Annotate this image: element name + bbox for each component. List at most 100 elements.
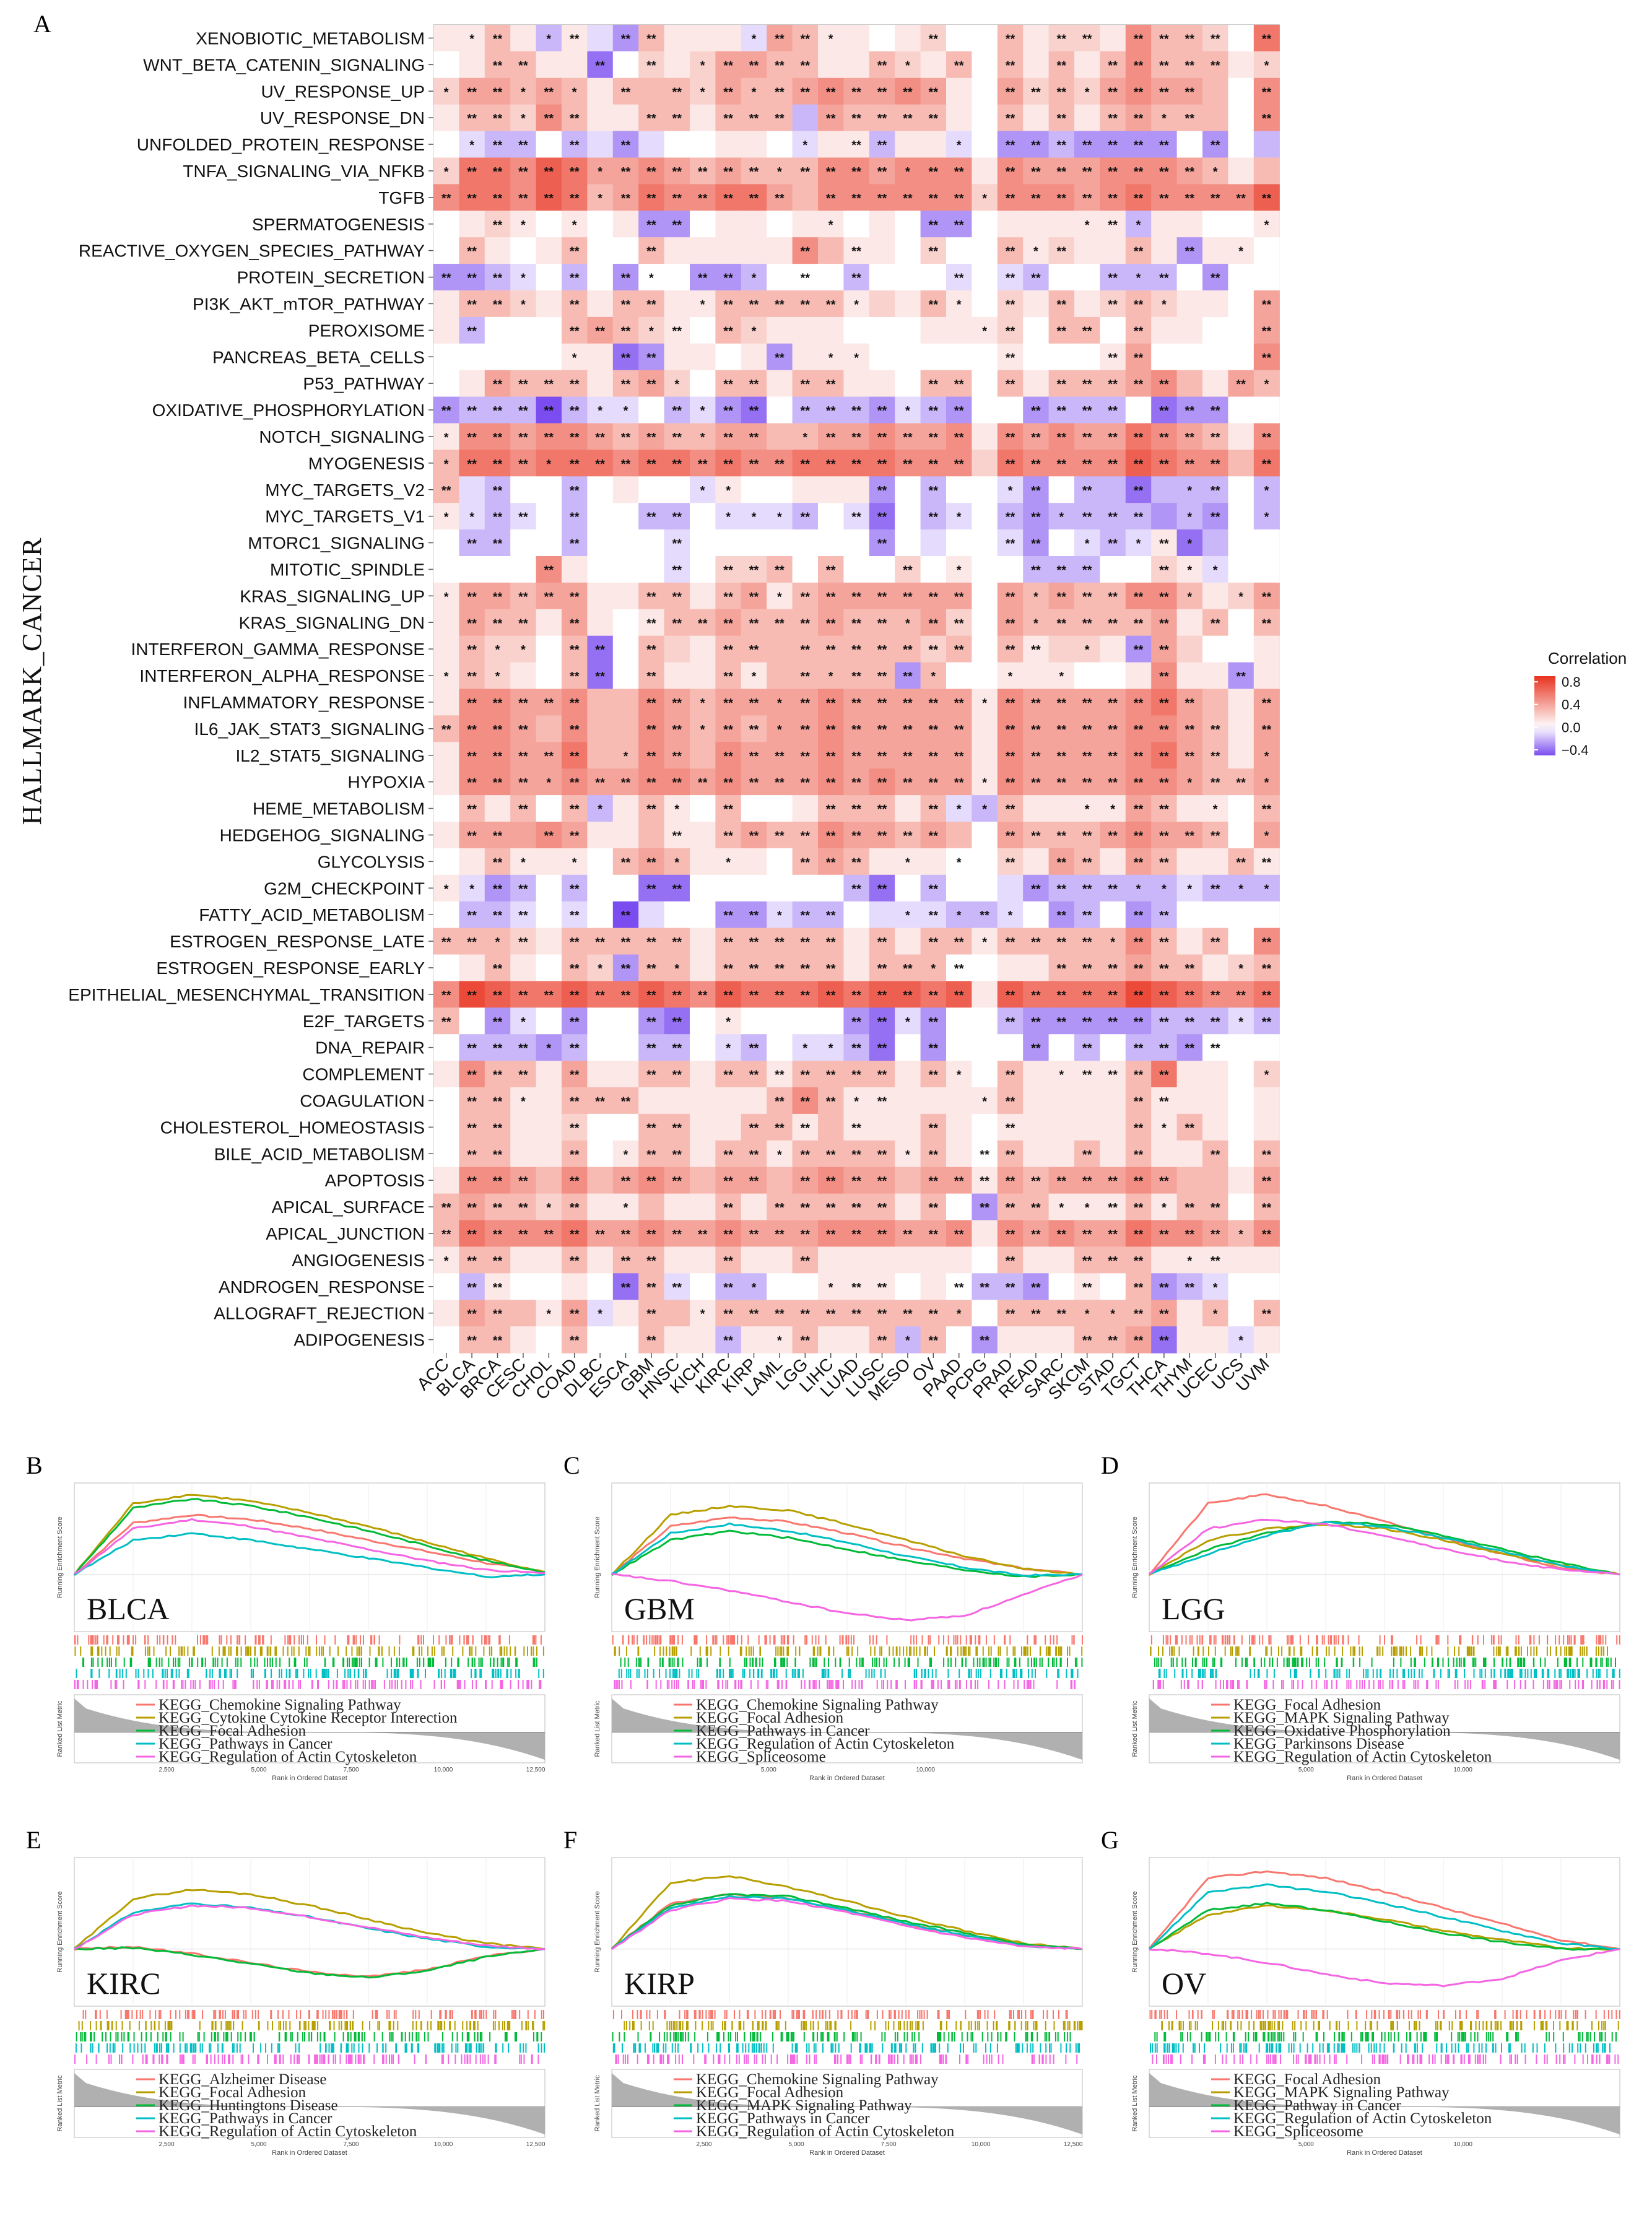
row-label: WNT_BETA_CATENIN_SIGNALING xyxy=(143,55,425,74)
significance-mark: * xyxy=(905,59,910,72)
heatmap-cell xyxy=(792,211,819,238)
heatmap-cell xyxy=(612,396,639,424)
heatmap-cell xyxy=(741,157,767,185)
significance-mark: ** xyxy=(775,1121,785,1135)
significance-mark: ** xyxy=(493,1121,503,1135)
heatmap-cell xyxy=(536,795,562,822)
significance-mark: ** xyxy=(467,1095,477,1108)
significance-mark: * xyxy=(752,1281,757,1295)
heatmap-cell xyxy=(1228,529,1254,557)
significance-mark: ** xyxy=(903,989,913,1002)
heatmap-cell xyxy=(869,157,895,185)
significance-mark: ** xyxy=(775,192,785,206)
significance-mark: * xyxy=(905,909,910,923)
heatmap-cell xyxy=(587,689,614,716)
significance-mark: * xyxy=(700,404,705,418)
heatmap-cell xyxy=(792,423,819,450)
heatmap-cell xyxy=(1125,131,1152,159)
significance-mark: ** xyxy=(646,59,656,72)
significance-mark: * xyxy=(1059,670,1064,684)
significance-mark: * xyxy=(752,272,757,285)
significance-mark: ** xyxy=(826,643,836,657)
significance-mark: * xyxy=(598,803,602,817)
significance-mark: * xyxy=(1085,1201,1090,1215)
significance-mark: * xyxy=(1238,1015,1243,1029)
significance-mark: ** xyxy=(493,1254,503,1268)
significance-mark: ** xyxy=(877,1069,887,1082)
significance-mark: ** xyxy=(672,882,682,896)
significance-mark: ** xyxy=(672,112,682,126)
heatmap-cell xyxy=(767,529,793,557)
significance-mark: ** xyxy=(493,1334,503,1348)
significance-mark: * xyxy=(1110,1308,1115,1321)
significance-mark: ** xyxy=(1108,1254,1118,1268)
significance-mark: ** xyxy=(1108,272,1118,285)
significance-mark: ** xyxy=(877,1095,887,1108)
heatmap-cell xyxy=(895,51,921,79)
significance-mark: * xyxy=(700,1308,705,1321)
heatmap-cell xyxy=(638,264,665,291)
heatmap-cell xyxy=(843,556,870,583)
heatmap-cell xyxy=(562,77,588,105)
heatmap-cell xyxy=(562,104,588,132)
heatmap-cell xyxy=(690,370,716,398)
heatmap-cell xyxy=(1023,290,1050,318)
heatmap-cell xyxy=(459,131,485,159)
significance-mark: ** xyxy=(1057,750,1067,763)
significance-mark: ** xyxy=(749,1228,759,1241)
significance-mark: ** xyxy=(749,404,759,418)
significance-mark: ** xyxy=(851,1148,861,1162)
significance-mark: ** xyxy=(1211,192,1220,206)
heatmap-cell xyxy=(972,715,998,742)
significance-mark: ** xyxy=(801,829,811,843)
heatmap-cell xyxy=(587,211,614,238)
heatmap-cell xyxy=(510,423,537,450)
heatmap-cell xyxy=(741,51,767,79)
significance-mark: ** xyxy=(1108,511,1118,524)
significance-mark: ** xyxy=(801,1308,811,1321)
significance-mark: ** xyxy=(749,962,759,976)
heatmap-cell xyxy=(843,290,870,318)
heatmap-cell xyxy=(1176,396,1203,424)
heatmap-cell xyxy=(638,184,665,211)
heatmap-cell xyxy=(792,104,819,132)
significance-mark: * xyxy=(957,909,962,923)
significance-mark: ** xyxy=(570,1015,580,1029)
heatmap-cell xyxy=(1253,157,1280,185)
significance-mark: ** xyxy=(954,1281,964,1295)
significance-mark: ** xyxy=(1082,378,1092,391)
heatmap-cell xyxy=(587,874,614,902)
significance-mark: ** xyxy=(1006,723,1015,737)
heatmap-cell xyxy=(741,77,767,105)
significance-mark: ** xyxy=(1031,1015,1041,1029)
row-label: INTERFERON_ALPHA_RESPONSE xyxy=(139,666,425,685)
significance-mark: * xyxy=(674,856,679,869)
heatmap-cell xyxy=(972,609,998,637)
heatmap-cell xyxy=(536,662,562,690)
heatmap-cell xyxy=(972,25,998,52)
significance-mark: ** xyxy=(518,59,528,72)
heatmap-cell xyxy=(895,211,921,238)
significance-mark: ** xyxy=(723,617,733,630)
heatmap-cell xyxy=(895,237,921,264)
significance-mark: ** xyxy=(877,1175,887,1188)
heatmap-cell xyxy=(510,131,537,159)
significance-mark: * xyxy=(521,643,526,657)
row-label: HYPOXIA xyxy=(348,773,425,792)
heatmap-cell xyxy=(818,874,844,902)
heatmap-cell xyxy=(562,343,588,371)
heatmap-cell xyxy=(536,264,562,291)
significance-mark: ** xyxy=(1185,165,1195,179)
heatmap-cell xyxy=(972,77,998,105)
significance-mark: * xyxy=(444,458,449,471)
significance-mark: ** xyxy=(493,776,503,790)
heatmap-cell xyxy=(920,77,947,105)
heatmap-cell xyxy=(1048,343,1075,371)
heatmap-cell xyxy=(767,104,793,132)
significance-mark: ** xyxy=(467,272,477,285)
significance-mark: ** xyxy=(1159,192,1169,206)
heatmap-cell xyxy=(1176,901,1203,929)
heatmap-cell xyxy=(997,370,1024,398)
significance-mark: ** xyxy=(1134,803,1144,817)
heatmap-cell xyxy=(1023,184,1050,211)
